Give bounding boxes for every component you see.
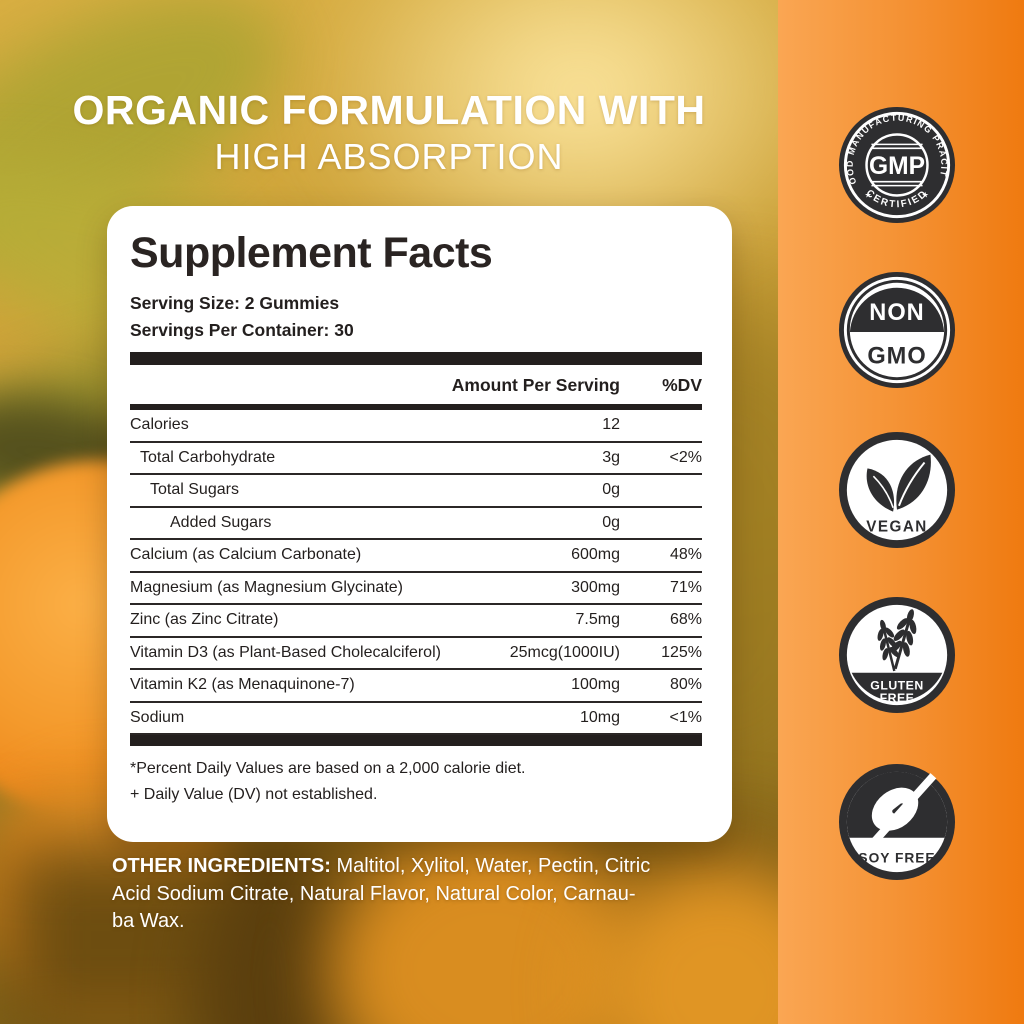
nutrient-amount: 100mg: [571, 676, 620, 693]
vegan-badge: VEGAN: [838, 431, 956, 549]
vegan-leaf-icon: VEGAN: [838, 431, 956, 549]
nutrient-dv: 125%: [661, 643, 702, 661]
nutrient-amount: 12: [602, 416, 620, 433]
soy-free-label: SOY FREE: [858, 850, 935, 865]
table-row: Sodium 10mg <1%: [130, 703, 702, 735]
table-row: Total Carbohydrate 3g <2%: [130, 443, 702, 475]
table-row: Zinc (as Zinc Citrate) 7.5mg 68%: [130, 605, 702, 638]
nutrient-dv: 68%: [669, 611, 702, 628]
table-row: Added Sugars 0g: [130, 508, 702, 540]
headline-line2: HIGH ABSORPTION: [214, 136, 564, 177]
vegan-label: VEGAN: [866, 518, 928, 535]
table-row: Vitamin D3 (as Plant-Based Cholecalcifer…: [130, 638, 702, 670]
other-ingredients-line2: Acid Sodium Citrate, Natural Flavor, Nat…: [112, 882, 636, 905]
footnote-dv-not-established: + Daily Value (DV) not established.: [130, 786, 378, 803]
nutrient-name: Total Carbohydrate: [140, 448, 276, 466]
nutrient-name: Total Sugars: [150, 481, 239, 498]
gluten-free-badge: GLUTEN FREE: [838, 596, 956, 714]
nutrient-name: Added Sugars: [170, 513, 272, 531]
non-gmo-bottom-text: GMO: [867, 343, 926, 369]
nutrient-amount: 0g: [602, 481, 620, 498]
nutrient-name: Magnesium (as Magnesium Glycinate): [130, 578, 403, 596]
other-ingredients-label: OTHER INGREDIENTS:: [112, 855, 331, 877]
nutrient-dv: 48%: [669, 546, 702, 563]
nutrient-amount: 0g: [602, 513, 620, 531]
other-ingredients-text: Maltitol, Xylitol, Water, Pectin, Citric: [330, 855, 651, 877]
table-header: Amount Per Serving %DV: [130, 365, 702, 410]
star-icon: ★: [922, 190, 929, 199]
soybean-icon: SOY FREE: [838, 763, 956, 881]
table-row: Calories 12: [130, 410, 702, 443]
other-ingredients-line3: ba Wax.: [112, 910, 185, 932]
nutrient-name: Calories: [130, 416, 189, 433]
nutrient-amount: 3g: [602, 448, 620, 466]
supplement-facts-panel: Supplement Facts Serving Size: 2 Gummies…: [107, 206, 732, 842]
nutrient-name: Vitamin D3 (as Plant-Based Cholecalcifer…: [130, 643, 441, 661]
soy-free-badge: SOY FREE: [838, 763, 956, 881]
non-gmo-icon: NON GMO: [838, 271, 956, 389]
table-row: Vitamin K2 (as Menaquinone-7) 100mg 80%: [130, 670, 702, 703]
star-icon: ★: [865, 190, 872, 199]
other-ingredients-line1: OTHER INGREDIENTS: Maltitol, Xylitol, Wa…: [112, 853, 752, 881]
column-amount-per-serving: Amount Per Serving: [451, 375, 620, 395]
nutrient-name: Calcium (as Calcium Carbonate): [130, 546, 362, 563]
non-gmo-badge: NON GMO: [838, 271, 956, 389]
divider-thick: [130, 735, 702, 746]
table-row: Calcium (as Calcium Carbonate) 600mg 48%: [130, 540, 702, 573]
other-ingredients: OTHER INGREDIENTS: Maltitol, Xylitol, Wa…: [112, 853, 752, 936]
gmp-center-text: GMP: [869, 153, 925, 180]
nutrient-dv: 71%: [669, 578, 702, 596]
nutrient-dv: 80%: [669, 676, 702, 693]
headline: ORGANIC FORMULATION WITH HIGH ABSORPTION: [0, 86, 778, 180]
headline-line1: ORGANIC FORMULATION WITH: [72, 87, 706, 133]
footnote-daily-values: *Percent Daily Values are based on a 2,0…: [130, 760, 526, 777]
non-gmo-top-text: NON: [869, 300, 924, 326]
table-row: Magnesium (as Magnesium Glycinate) 300mg…: [130, 573, 702, 605]
column-dv: %DV: [662, 375, 702, 395]
nutrient-amount: 300mg: [571, 578, 620, 596]
nutrient-name: Vitamin K2 (as Menaquinone-7): [130, 676, 355, 693]
nutrient-amount: 600mg: [571, 546, 620, 563]
nutrient-amount: 7.5mg: [575, 611, 620, 628]
wheat-icon: GLUTEN FREE: [838, 596, 956, 714]
serving-size: Serving Size: 2 Gummies: [130, 293, 340, 313]
divider-thick: [130, 352, 702, 365]
nutrient-dv: <1%: [669, 708, 702, 726]
nutrient-name: Zinc (as Zinc Citrate): [130, 611, 279, 628]
nutrient-dv: <2%: [669, 448, 702, 466]
nutrient-amount: 25mcg(1000IU): [509, 643, 620, 661]
nutrient-amount: 10mg: [579, 708, 620, 726]
gluten-free-line1: GLUTEN: [870, 678, 923, 692]
servings-per-container: Servings Per Container: 30: [130, 320, 354, 340]
table-row: Total Sugars 0g: [130, 475, 702, 508]
nutrient-name: Sodium: [130, 708, 185, 726]
panel-title: Supplement Facts: [130, 229, 493, 277]
gluten-free-line2: FREE: [880, 691, 915, 705]
